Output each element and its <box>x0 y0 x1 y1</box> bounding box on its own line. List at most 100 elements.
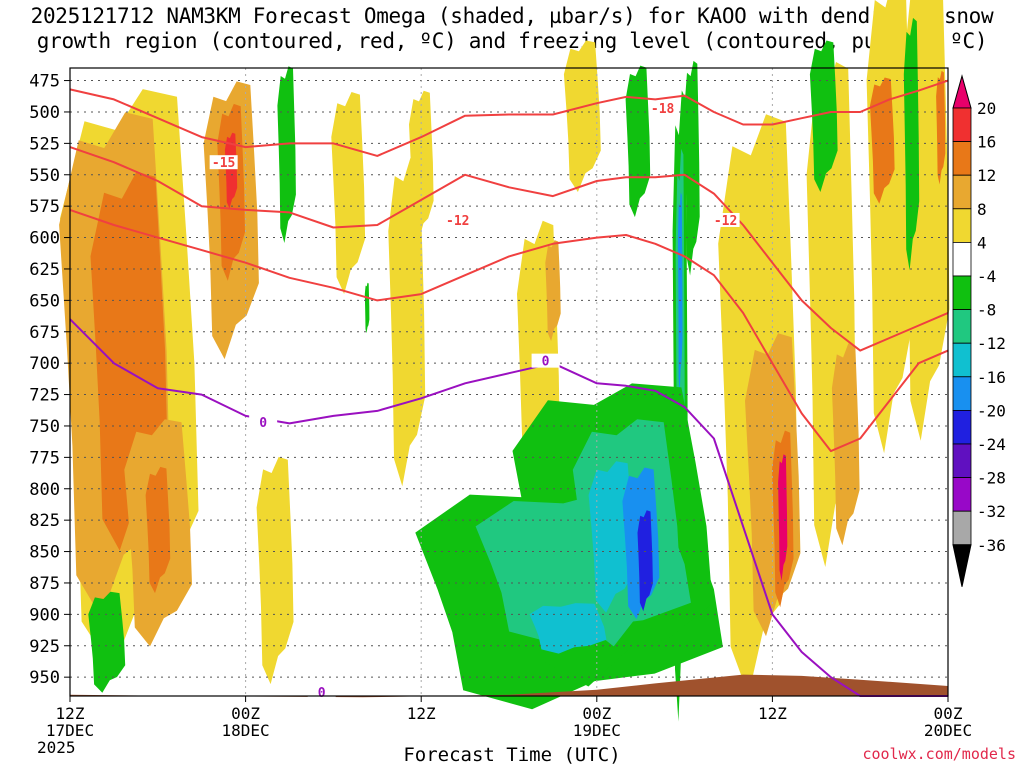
colorbar-swatch <box>952 241 972 277</box>
contour-label: 0 <box>259 416 267 431</box>
colorbar-label: 4 <box>977 233 987 252</box>
x-tick-date: 20DEC <box>924 721 972 740</box>
colorbar-label: -20 <box>977 401 1006 420</box>
y-tick-label: 700 <box>29 354 60 374</box>
colorbar-swatch <box>952 275 972 310</box>
contour-label-bg <box>249 415 278 430</box>
colorbar-label: 16 <box>977 133 996 152</box>
colorbar-swatch <box>952 443 972 478</box>
colorbar-swatch <box>952 309 972 344</box>
contour-label: -15 <box>212 156 235 171</box>
omega-shading <box>59 0 950 722</box>
y-tick-label: 925 <box>29 637 60 657</box>
y-tick-label: 725 <box>29 386 60 406</box>
contour-label-bg <box>711 212 740 227</box>
omega-blob <box>256 456 294 685</box>
contour-line <box>69 146 949 352</box>
plot-border <box>69 67 949 697</box>
y-tick-label: 800 <box>29 480 60 500</box>
contour-line <box>69 318 948 697</box>
omega-blob <box>224 132 238 209</box>
colorbar-swatch <box>952 174 972 210</box>
y-tick-label: 600 <box>29 229 60 249</box>
contour-line <box>69 208 949 453</box>
colorbar-bottom-arrow <box>952 544 972 587</box>
y-tick-label: 525 <box>29 134 60 154</box>
colorbar-swatch <box>952 510 972 546</box>
axes: 475 500 525 550 575 600 625 650 675 700 725 750 775 8… <box>29 72 972 740</box>
omega-blob <box>684 60 700 276</box>
colorbar-label: -12 <box>977 334 1006 353</box>
colorbar-swatch <box>952 409 972 445</box>
omega-blob <box>903 17 920 271</box>
colorbar-label: -8 <box>977 301 996 320</box>
contour-line <box>69 79 949 157</box>
colorbar-swatch <box>952 477 972 512</box>
contour-label-bg <box>648 101 677 116</box>
contour-label: 0 <box>318 686 326 701</box>
omega-blob <box>936 70 946 185</box>
y-tick-label: 575 <box>29 197 60 217</box>
x-tick-label: 12Z <box>56 704 85 723</box>
colorbar-label: -36 <box>977 536 1006 555</box>
colorbar-label: -28 <box>977 469 1006 488</box>
omega-blob <box>809 40 838 192</box>
contour-label: -12 <box>446 214 469 229</box>
contour-label-bg <box>209 155 238 170</box>
x-tick-date: 18DEC <box>222 721 270 740</box>
omega-blob <box>545 240 561 342</box>
y-tick-label: 675 <box>29 323 60 343</box>
contour-label: -18 <box>651 102 675 117</box>
omega-blob <box>563 40 601 192</box>
x-tick-label: 12Z <box>758 704 787 723</box>
colorbar-swatch <box>952 208 972 243</box>
colorbar-swatch <box>952 376 972 411</box>
y-tick-label: 625 <box>29 260 60 280</box>
x-tick-label: 00Z <box>582 704 611 723</box>
y-tick-label: 550 <box>29 166 60 186</box>
y-tick-label: 475 <box>29 72 60 92</box>
colorbar-top-arrow <box>952 74 972 109</box>
colorbar-swatch <box>952 141 972 176</box>
plot-frame <box>69 67 949 697</box>
colorbar-label: -24 <box>977 435 1006 454</box>
omega-blob <box>331 92 366 294</box>
y-tick-label: 500 <box>29 103 60 123</box>
x-tick-label: 12Z <box>407 704 436 723</box>
colorbar-label: 8 <box>977 200 987 219</box>
omega-blob <box>145 466 171 594</box>
colorbar-label: -16 <box>977 368 1006 387</box>
omega-blob <box>870 77 895 204</box>
contour-label: 0 <box>542 355 550 370</box>
x-tick-date: 17DEC <box>46 721 94 740</box>
contour-label: -12 <box>714 214 737 229</box>
colorbar: 20 16 12 8 4 -4 -8 -12 -16 -20 -24 -28 -32 -36 <box>952 74 1006 587</box>
colorbar-label: -32 <box>977 502 1006 521</box>
chart-title-line1: 2025121712 NAM3KM Forecast Omega (shaded… <box>30 4 994 28</box>
year-label: 2025 <box>37 738 76 757</box>
omega-blob <box>277 66 296 243</box>
omega-blob <box>364 282 370 334</box>
y-tick-label: 875 <box>29 574 60 594</box>
x-axis-title: Forecast Time (UTC) <box>403 744 621 766</box>
credit-text: coolwx.com/models <box>862 745 1016 763</box>
contour-label-bg <box>531 353 560 368</box>
omega-blob <box>778 454 788 581</box>
terrain-fill <box>70 674 948 698</box>
omega-blob <box>677 192 683 395</box>
y-tick-label: 850 <box>29 543 60 563</box>
omega-blob <box>625 65 651 218</box>
omega-blob <box>88 591 126 693</box>
y-tick-label: 750 <box>29 417 60 437</box>
x-tick-date: 19DEC <box>573 721 621 740</box>
omega-blob <box>637 510 653 612</box>
y-tick-label: 775 <box>29 448 60 468</box>
colorbar-swatch <box>952 342 972 378</box>
omega-blob <box>529 603 607 654</box>
y-tick-label: 825 <box>29 511 60 531</box>
x-tick-label: 00Z <box>934 704 963 723</box>
terrain <box>70 674 948 698</box>
colorbar-label: -4 <box>977 267 996 286</box>
y-tick-label: 900 <box>29 605 60 625</box>
